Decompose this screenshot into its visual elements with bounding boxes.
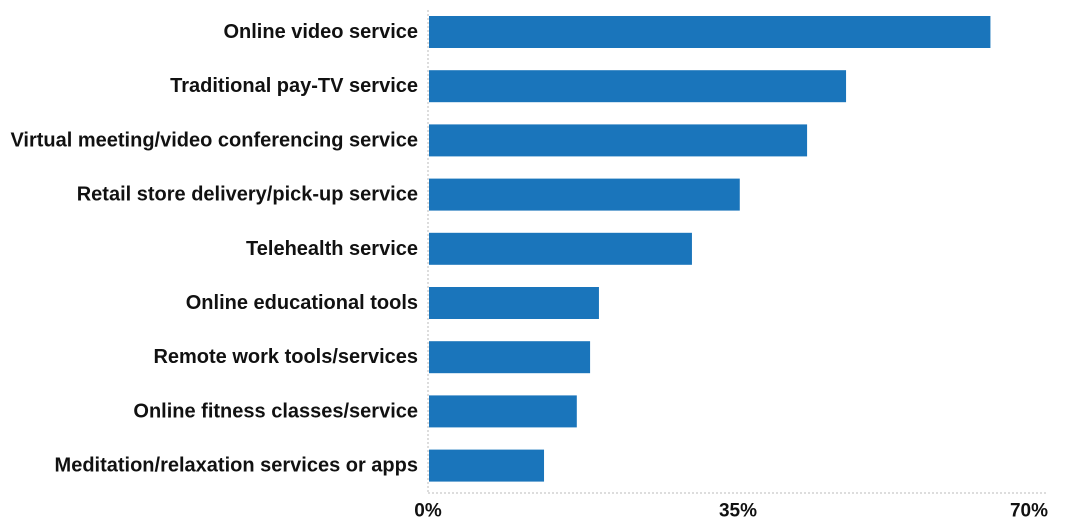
category-label: Online fitness classes/service (133, 400, 418, 422)
bar (429, 232, 692, 265)
category-label: Telehealth service (246, 238, 418, 260)
category-label: Virtual meeting/video conferencing servi… (10, 129, 418, 151)
category-label: Online video service (223, 21, 418, 43)
bar (429, 124, 808, 157)
bar (429, 449, 545, 482)
category-labels: Online video service Traditional pay-TV s… (10, 21, 418, 477)
bar (429, 16, 991, 48)
category-label: Traditional pay-TV service (170, 75, 418, 97)
category-label: Meditation/relaxation services or apps (55, 455, 418, 477)
bars-group (429, 16, 991, 482)
bar (429, 395, 577, 428)
bar (429, 341, 591, 374)
x-tick-label: 70% (1010, 501, 1048, 520)
x-tick-label: 35% (719, 501, 757, 520)
bar (429, 178, 740, 211)
category-label: Remote work tools/services (153, 346, 418, 368)
x-tick-label: 0% (414, 501, 442, 520)
bar (429, 70, 847, 103)
category-label: Online educational tools (186, 292, 418, 314)
bar (429, 287, 599, 319)
x-tick-labels: 0% 35% 70% (414, 501, 1048, 520)
category-label: Retail store delivery/pick-up service (77, 184, 418, 206)
